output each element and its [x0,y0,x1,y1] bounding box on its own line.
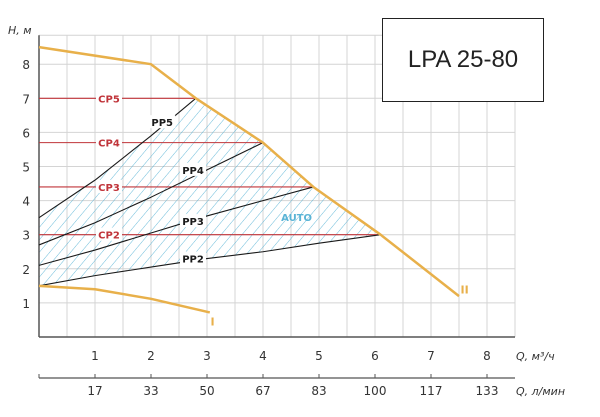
series-line-pp2 [38,234,381,287]
x2-tick-label: 133 [476,384,499,398]
y-tick-label: 8 [22,58,30,72]
y-tick-label: 3 [22,229,30,243]
series-label-cp5: CP5 [98,94,120,105]
x-tick-label: 4 [259,349,267,363]
series-label-bg [180,251,206,265]
x-tick-label: 1 [91,349,99,363]
y-tick-label: 2 [22,263,30,277]
model-title-box: LPA 25-80 [382,18,544,102]
x2-tick-label: 67 [255,384,270,398]
x-tick-label: 5 [315,349,323,363]
series-label-bg [96,91,122,105]
series-line-pp4 [38,142,264,246]
x-axis-label: Q, м³/ч [516,350,555,363]
series-label-cp3: CP3 [98,183,120,194]
y-tick-label: 7 [22,92,30,106]
series-line-ii [38,45,460,298]
x-tick-label: 2 [147,349,155,363]
series-label-bg [96,135,122,149]
series-label-cp2: CP2 [98,231,120,242]
x2-tick-label: 100 [364,384,387,398]
x-tick-label: 8 [483,349,491,363]
y-tick-label: 5 [22,161,30,175]
x2-tick-label: 50 [199,384,214,398]
series-label-pp5: PP5 [151,118,173,129]
series-label-bg [149,115,176,129]
series-label-bg [180,162,206,176]
series-label-bg [180,214,206,228]
series-label-cp4: CP4 [98,139,120,150]
series-label-bg [96,227,122,241]
y-tick-label: 1 [22,297,30,311]
series-label-pp4: PP4 [182,166,204,177]
series-line-pp3 [38,186,314,266]
x-tick-label: 6 [371,349,379,363]
auto-label: AUTO [281,213,312,224]
x2-tick-label: 83 [311,384,326,398]
series-label-pp2: PP2 [182,255,204,266]
x-tick-label: 3 [203,349,211,363]
series-label-pp3: PP3 [182,217,204,228]
series-label-i: I [211,316,215,329]
model-title: LPA 25-80 [407,46,519,73]
x2-tick-label: 33 [143,384,158,398]
y-tick-label: 4 [22,195,30,209]
x2-tick-label: 117 [420,384,443,398]
auto-region [39,98,381,286]
x2-tick-label: 17 [87,384,102,398]
series-line-i [38,284,211,314]
x2-axis-label: Q, л/мин [516,385,565,398]
series-label-ii: II [461,283,469,296]
y-tick-label: 6 [22,126,30,140]
series-label-bg [96,179,122,193]
x-tick-label: 7 [427,349,435,363]
y-axis-label: H, м [8,24,32,37]
